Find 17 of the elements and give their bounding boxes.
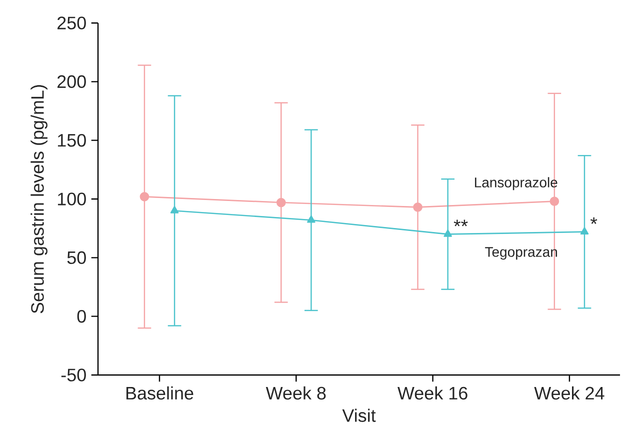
y-tick-label: 50	[67, 251, 86, 264]
x-tick-label: Baseline	[126, 386, 194, 400]
annotation: **	[454, 220, 468, 226]
series-label: Tegoprazan	[485, 247, 558, 260]
y-tick-label: -50	[61, 368, 86, 382]
annotation: *	[590, 217, 598, 224]
x-tick-label: Week 16	[398, 386, 468, 400]
x-tick-label: Week 8	[266, 386, 326, 400]
y-tick-label: 250	[57, 16, 86, 30]
series-label: Lansoprazole	[474, 177, 558, 190]
y-tick-label: 0	[77, 310, 86, 323]
x-tick-label: Week 24	[534, 386, 604, 400]
y-tick-label: 150	[58, 134, 86, 147]
y-tick-label: 200	[57, 75, 86, 88]
y-axis-title: Serum gastrin levels (pg/mL)	[30, 85, 48, 314]
y-tick-label: 100	[58, 192, 86, 206]
x-axis-title: Visit	[342, 408, 376, 422]
